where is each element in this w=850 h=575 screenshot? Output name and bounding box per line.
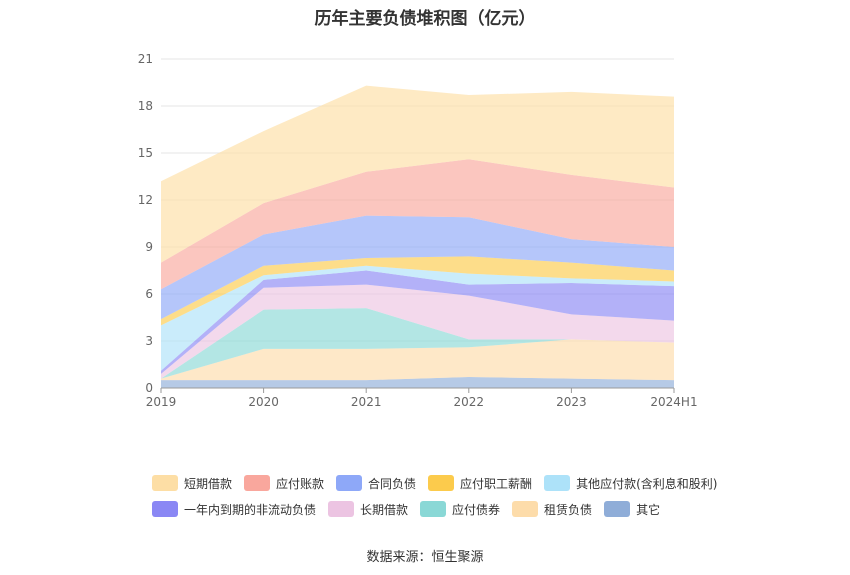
legend-label: 一年内到期的非流动负债 xyxy=(184,502,317,517)
legend-label: 合同负债 xyxy=(368,476,417,491)
legend-item[interactable]: 应付职工薪酬 xyxy=(428,475,532,492)
legend-label: 应付账款 xyxy=(276,476,325,491)
area-series-1 xyxy=(161,339,674,381)
chart-title: 历年主要负债堆积图（亿元） xyxy=(314,9,536,29)
legend-swatch xyxy=(604,501,631,517)
legend-swatch xyxy=(336,475,363,491)
y-tick-label-21: 21 xyxy=(138,52,153,66)
y-tick-label-12: 12 xyxy=(138,193,153,207)
area-series-8 xyxy=(161,159,674,290)
legend-item[interactable]: 合同负债 xyxy=(336,475,416,492)
legend-swatch xyxy=(328,501,355,517)
x-tick-label-4: 2023 xyxy=(556,395,587,409)
legend-item[interactable]: 其他应付款(含利息和股利) xyxy=(544,475,717,492)
chart-legend: 短期借款 应付账款 合同负债 应付职工薪酬 其他应付款(含利息和股利) 一年内到期的非流… xyxy=(152,470,752,522)
x-tick-label-5: 2024H1 xyxy=(650,395,697,409)
legend-item[interactable]: 应付账款 xyxy=(244,475,324,492)
legend-item[interactable]: 长期借款 xyxy=(328,501,408,518)
legend-item[interactable]: 应付债券 xyxy=(420,501,500,518)
legend-swatch xyxy=(152,501,178,517)
area-series-0 xyxy=(161,377,674,388)
area-series-9 xyxy=(161,85,674,263)
x-tick-label-1: 2020 xyxy=(248,395,279,409)
legend-row-1: 短期借款 应付账款 合同负债 应付职工薪酬 其他应付款(含利息和股利) xyxy=(152,470,752,496)
legend-label: 应付债券 xyxy=(452,502,501,517)
area-series-3 xyxy=(161,284,674,379)
y-tick-label-6: 6 xyxy=(145,287,153,301)
legend-swatch xyxy=(544,475,571,491)
legend-swatch xyxy=(512,501,539,517)
y-tick-label-18: 18 xyxy=(138,99,153,113)
legend-item[interactable]: 其它 xyxy=(604,501,660,518)
y-tick-label-9: 9 xyxy=(145,240,153,254)
legend-label: 租赁负债 xyxy=(544,502,593,517)
legend-label: 应付职工薪酬 xyxy=(460,476,533,491)
legend-label: 其它 xyxy=(636,502,661,517)
area-series-4 xyxy=(161,270,674,374)
area-series-2 xyxy=(161,308,674,379)
x-tick-label-0: 2019 xyxy=(146,395,177,409)
area-series-6 xyxy=(161,256,674,326)
legend-label: 长期借款 xyxy=(360,502,409,517)
x-tick-label-2: 2021 xyxy=(351,395,382,409)
legend-item[interactable]: 一年内到期的非流动负债 xyxy=(152,501,316,518)
y-tick-label-15: 15 xyxy=(138,146,153,160)
area-series-7 xyxy=(161,215,674,320)
legend-item[interactable]: 短期借款 xyxy=(152,475,232,492)
legend-row-2: 一年内到期的非流动负债 长期借款 应付债券 租赁负债 其它 xyxy=(152,496,752,522)
y-tick-label-3: 3 xyxy=(145,334,153,348)
legend-swatch xyxy=(152,475,178,491)
legend-swatch xyxy=(244,475,271,491)
data-source-note: 数据来源：恒生聚源 xyxy=(366,550,484,565)
legend-swatch xyxy=(428,475,455,491)
legend-label: 短期借款 xyxy=(184,476,233,491)
legend-label: 其他应付款(含利息和股利) xyxy=(576,476,718,491)
legend-swatch xyxy=(420,501,447,517)
x-tick-label-3: 2022 xyxy=(454,395,485,409)
legend-item[interactable]: 租赁负债 xyxy=(512,501,592,518)
y-tick-label-0: 0 xyxy=(145,381,153,395)
